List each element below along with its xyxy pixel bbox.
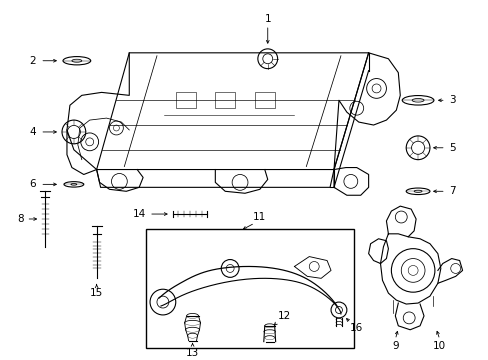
Text: 9: 9	[391, 341, 398, 351]
Text: 7: 7	[448, 186, 455, 196]
Text: 5: 5	[448, 143, 455, 153]
Text: 13: 13	[185, 347, 199, 357]
Text: 10: 10	[432, 341, 446, 351]
Bar	[175, 93, 195, 108]
Text: 2: 2	[29, 56, 36, 66]
Bar	[215, 93, 235, 108]
Text: 8: 8	[17, 214, 24, 224]
Text: 14: 14	[133, 209, 146, 219]
Text: 1: 1	[264, 14, 270, 24]
Text: 6: 6	[29, 179, 36, 189]
Text: 3: 3	[448, 95, 455, 105]
Bar	[146, 229, 353, 347]
Text: 15: 15	[90, 288, 103, 298]
Text: 4: 4	[29, 127, 36, 137]
Text: 16: 16	[349, 323, 363, 333]
Text: 11: 11	[253, 212, 266, 222]
Text: 12: 12	[277, 311, 290, 321]
Bar	[254, 93, 274, 108]
